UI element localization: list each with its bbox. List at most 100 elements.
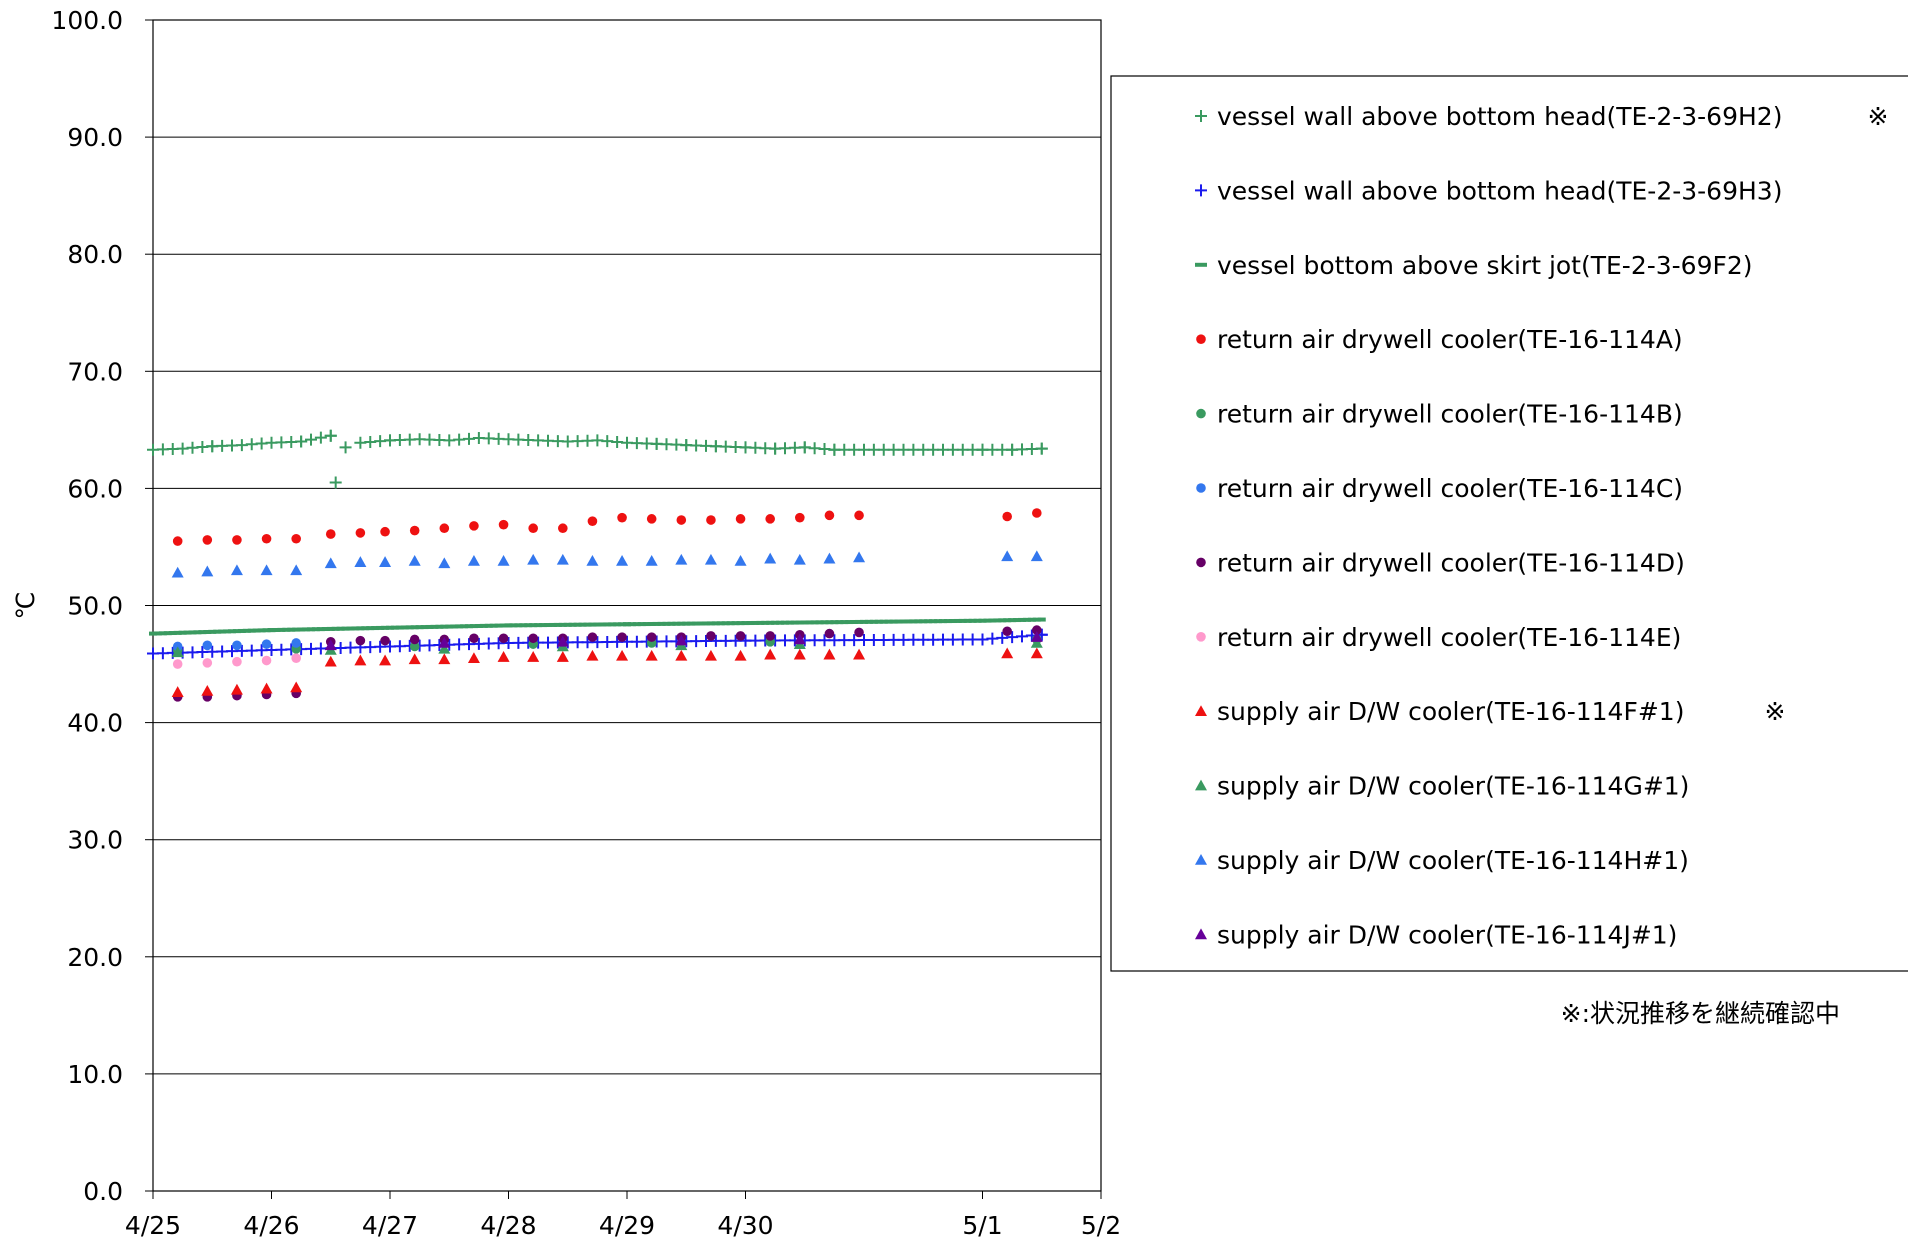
data-point bbox=[790, 620, 799, 625]
data-point bbox=[267, 628, 276, 633]
data-point bbox=[587, 632, 598, 642]
data-point bbox=[586, 649, 599, 661]
data-point bbox=[409, 634, 420, 645]
data-point bbox=[853, 551, 866, 563]
series-4 bbox=[172, 508, 1042, 546]
data-point bbox=[324, 429, 337, 442]
series-6 bbox=[172, 638, 301, 652]
data-point bbox=[272, 627, 281, 632]
data-point bbox=[528, 633, 538, 644]
x-tick-label: 4/26 bbox=[243, 1211, 299, 1240]
data-point bbox=[257, 628, 266, 633]
data-point bbox=[408, 555, 421, 566]
data-point bbox=[290, 564, 303, 576]
data-point bbox=[295, 435, 308, 448]
data-point bbox=[702, 621, 710, 626]
data-point bbox=[376, 625, 385, 630]
data-point bbox=[854, 510, 864, 521]
legend-flag: ※ bbox=[1868, 102, 1889, 131]
data-point bbox=[524, 623, 533, 628]
data-point bbox=[1032, 625, 1042, 635]
data-point bbox=[662, 621, 671, 626]
data-point bbox=[291, 638, 301, 648]
data-point bbox=[435, 624, 444, 629]
data-point bbox=[899, 619, 908, 624]
data-point bbox=[287, 627, 296, 632]
data-point bbox=[623, 622, 631, 627]
series-marks bbox=[147, 429, 1048, 702]
data-point bbox=[884, 619, 893, 624]
data-point bbox=[598, 622, 607, 627]
data-point bbox=[1008, 618, 1017, 623]
data-point bbox=[613, 622, 622, 627]
legend-label: return air drywell cooler(TE-16-114E) bbox=[1217, 623, 1681, 652]
data-point bbox=[983, 618, 992, 623]
data-point bbox=[704, 553, 717, 565]
y-tick-label: 80.0 bbox=[67, 240, 123, 269]
data-point bbox=[408, 653, 421, 665]
y-tick-label: 90.0 bbox=[67, 123, 123, 152]
data-point bbox=[172, 536, 183, 546]
data-point bbox=[765, 631, 775, 641]
data-point bbox=[978, 618, 987, 623]
data-point bbox=[314, 431, 327, 444]
data-point bbox=[361, 626, 370, 631]
data-point bbox=[1013, 618, 1022, 623]
data-point bbox=[1022, 617, 1031, 622]
data-point bbox=[371, 626, 380, 631]
data-point bbox=[260, 682, 273, 694]
data-point bbox=[149, 631, 157, 636]
legend-label: supply air D/W cooler(TE-16-114J#1) bbox=[1217, 920, 1677, 949]
data-point bbox=[247, 628, 256, 633]
data-point bbox=[261, 655, 272, 666]
data-point bbox=[642, 622, 651, 627]
data-point bbox=[354, 654, 367, 666]
data-point bbox=[998, 618, 1007, 623]
y-tick-label: 100.0 bbox=[51, 6, 123, 35]
data-point bbox=[497, 651, 510, 662]
data-point bbox=[311, 627, 320, 632]
data-point bbox=[1030, 647, 1043, 659]
data-point bbox=[764, 552, 777, 564]
data-point bbox=[568, 622, 577, 627]
series-9 bbox=[171, 647, 1043, 697]
data-point bbox=[1018, 617, 1026, 622]
data-point bbox=[232, 629, 241, 634]
data-point bbox=[183, 630, 192, 635]
data-point bbox=[341, 626, 350, 631]
data-point bbox=[354, 556, 367, 567]
data-point bbox=[556, 651, 569, 662]
data-point bbox=[237, 628, 246, 633]
x-tick-label: 4/29 bbox=[599, 1211, 655, 1240]
data-point bbox=[988, 618, 997, 623]
data-point bbox=[647, 621, 656, 626]
data-point bbox=[553, 622, 562, 627]
legend-item: supply air D/W cooler(TE-16-114G#1) bbox=[1195, 772, 1689, 801]
data-point bbox=[968, 618, 977, 623]
data-point bbox=[484, 623, 493, 628]
x-tick-label: 4/27 bbox=[362, 1211, 418, 1240]
data-point bbox=[202, 535, 213, 545]
data-point bbox=[869, 619, 878, 624]
data-point bbox=[657, 621, 666, 626]
data-point bbox=[627, 622, 636, 627]
data-point bbox=[687, 621, 696, 626]
data-point bbox=[835, 620, 844, 625]
data-point bbox=[168, 631, 177, 636]
data-point bbox=[617, 512, 627, 523]
data-point bbox=[824, 510, 835, 521]
legend-label: return air drywell cooler(TE-16-114D) bbox=[1217, 548, 1685, 577]
data-point bbox=[793, 648, 806, 660]
data-point bbox=[282, 627, 291, 632]
data-point bbox=[504, 623, 513, 628]
legend-label: return air drywell cooler(TE-16-114B) bbox=[1217, 400, 1683, 429]
data-point bbox=[853, 648, 866, 660]
data-point bbox=[860, 619, 868, 624]
data-point bbox=[583, 622, 592, 627]
y-tick-labels: 0.0 10.0 20.0 30.0 40.0 50.0 60.0 70.0 80.0 90.0 1… bbox=[51, 6, 123, 1206]
data-point bbox=[438, 557, 451, 569]
legend-marker bbox=[1195, 854, 1207, 865]
legend-label: vessel wall above bottom head(TE-2-3-69H… bbox=[1217, 102, 1782, 131]
data-point bbox=[438, 642, 451, 654]
